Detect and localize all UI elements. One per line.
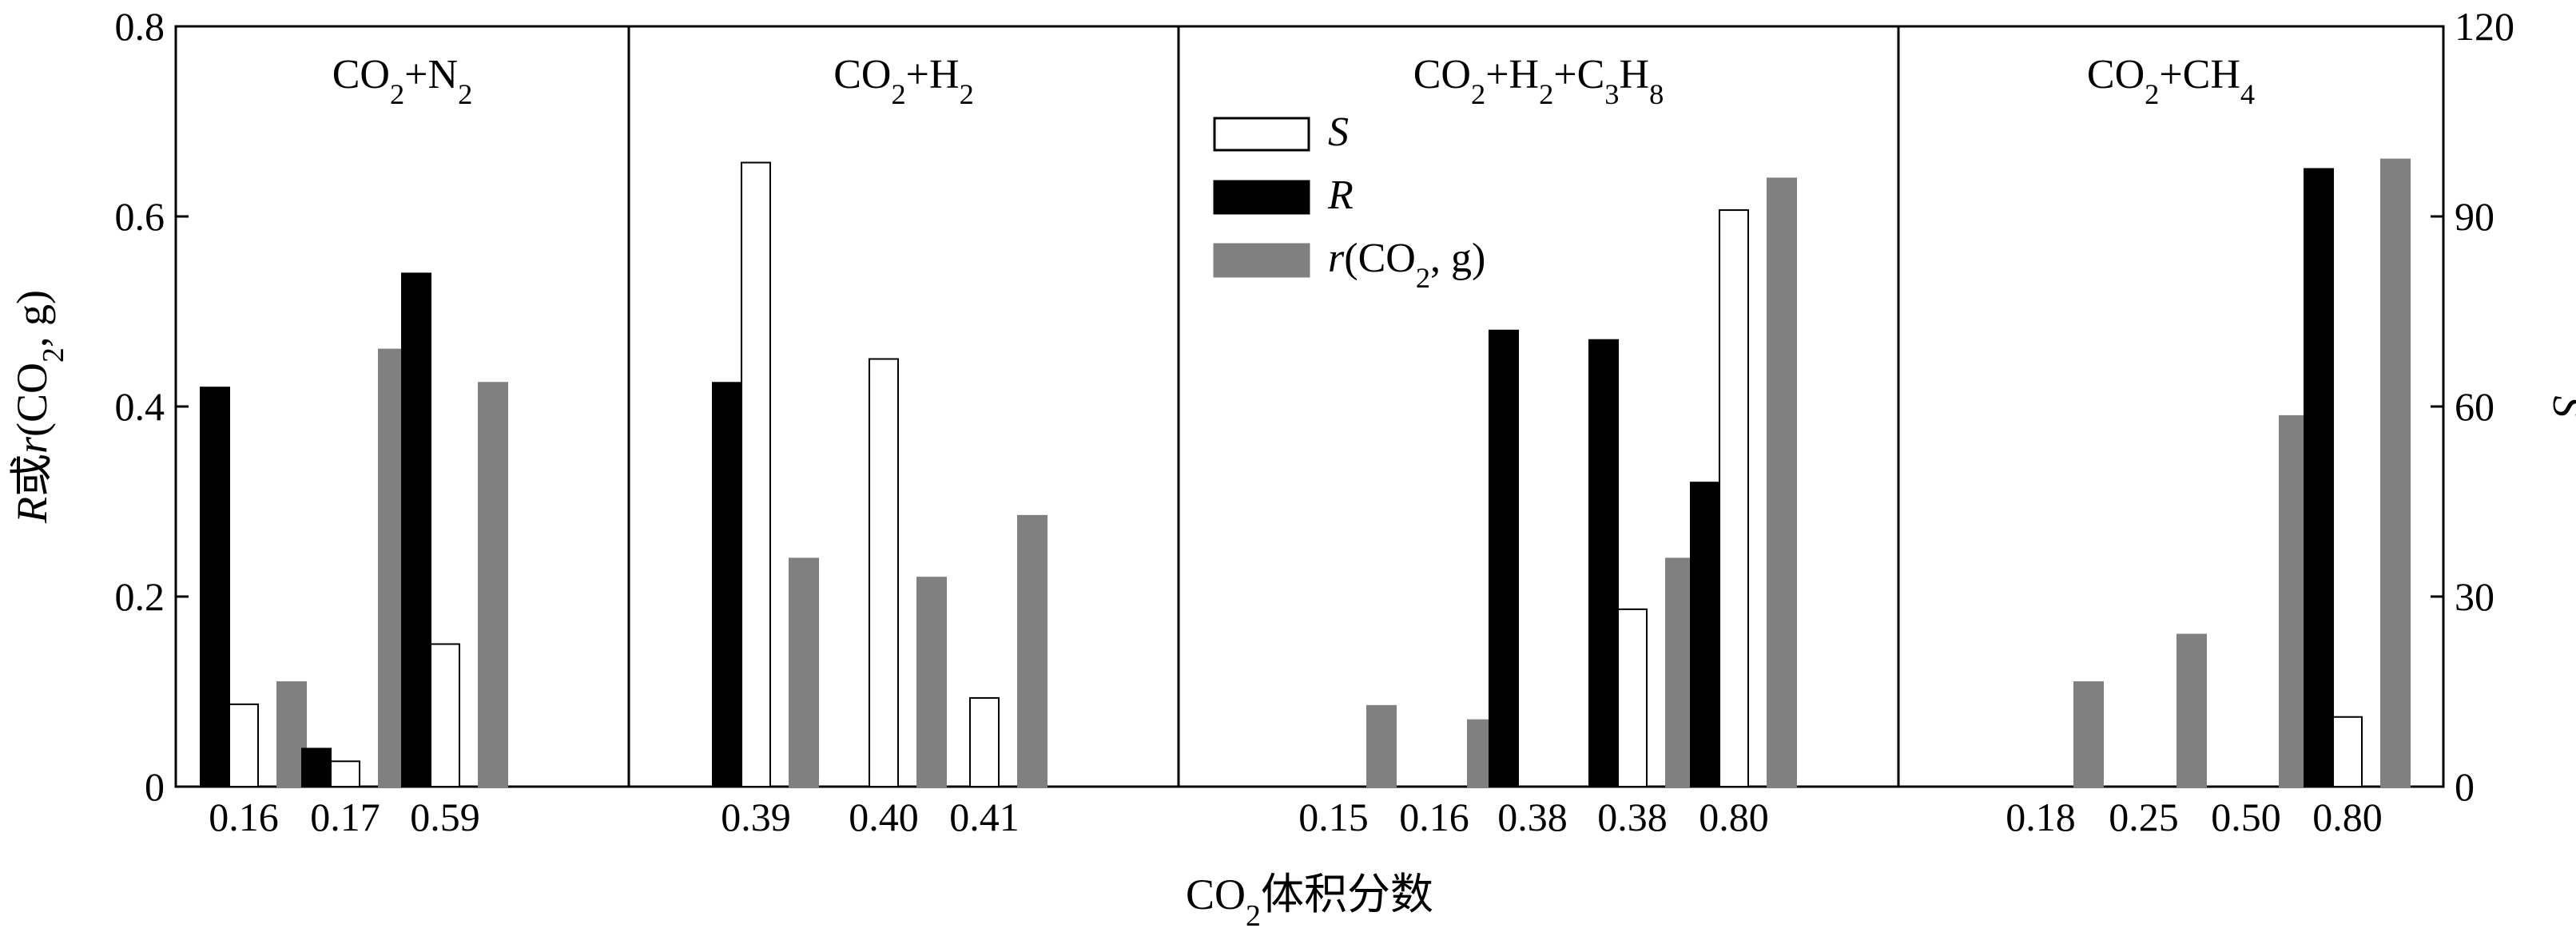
x-axis-title: CO2体积分数 (1186, 870, 1433, 928)
bar-r (1767, 177, 1797, 787)
legend-label-r: r(CO2, g) (1328, 236, 1485, 294)
y-tick-left-label: 0.6 (115, 194, 165, 239)
x-tick-label: 0.50 (2211, 795, 2281, 839)
bar-r (1017, 514, 1047, 787)
y-axis-right-title: S (2544, 396, 2576, 418)
bar-R (200, 387, 230, 787)
y-axis-left-title: R或r(CO2, g) (8, 290, 70, 524)
bar-S (969, 696, 1000, 788)
bar-R (1588, 339, 1619, 787)
bar-S (330, 760, 360, 787)
legend-label-S: S (1328, 109, 1349, 155)
bar-R (301, 748, 332, 788)
bar-S (869, 358, 899, 787)
legend-swatch-r (1213, 243, 1310, 278)
bar-S (2332, 716, 2363, 788)
legend-swatch-R (1213, 180, 1310, 215)
y-tick-right-label: 0 (2455, 764, 2475, 809)
y-tick-right-label: 60 (2455, 384, 2495, 429)
bar-r (276, 681, 307, 787)
x-tick-label: 0.15 (1298, 795, 1369, 839)
x-tick-label: 0.38 (1597, 795, 1668, 839)
y-tick-left-label: 0 (145, 764, 165, 809)
x-tick-label: 0.80 (1699, 795, 1769, 839)
bar-R (2304, 168, 2334, 787)
bar-r (478, 382, 508, 787)
x-tick-label: 0.41 (949, 795, 1020, 839)
x-tick-label: 0.38 (1497, 795, 1568, 839)
bar-r (789, 557, 819, 788)
bar-S (1719, 209, 1749, 788)
panel-title: CO2+H2+C3H8 (1413, 52, 1664, 110)
panel-title: CO2+N2 (332, 52, 473, 110)
legend-swatch-S (1213, 117, 1310, 152)
bar-S (741, 161, 771, 788)
bar-r (916, 577, 947, 787)
bar-r (1366, 704, 1397, 787)
y-tick-right-label: 90 (2455, 194, 2495, 239)
bar-r (2380, 158, 2411, 788)
x-tick-label: 0.40 (849, 795, 919, 839)
x-tick-label: 0.18 (2006, 795, 2076, 839)
x-tick-label: 0.16 (1399, 795, 1469, 839)
bar-r (2073, 681, 2104, 787)
bar-S (430, 643, 460, 787)
bar-R (1489, 329, 1519, 787)
legend-label-R: R (1327, 173, 1354, 218)
panel-title: CO2+CH4 (2087, 52, 2255, 110)
bar-S (229, 703, 259, 787)
y-tick-left-label: 0.2 (115, 574, 165, 619)
bar-S (1617, 608, 1648, 787)
panel-title: CO2+H2 (833, 52, 974, 110)
x-tick-label: 0.17 (310, 795, 380, 839)
x-tick-label: 0.16 (209, 795, 279, 839)
y-tick-right-label: 30 (2455, 574, 2495, 619)
bar-R (1690, 482, 1720, 787)
x-tick-label: 0.80 (2312, 795, 2383, 839)
y-tick-left-label: 0.4 (115, 384, 165, 429)
y-tick-left-label: 0.8 (115, 4, 165, 49)
bar-R (712, 382, 742, 787)
x-tick-label: 0.59 (410, 795, 480, 839)
x-tick-label: 0.39 (721, 795, 791, 839)
x-tick-label: 0.25 (2109, 795, 2179, 839)
bar-r (2176, 633, 2207, 787)
bar-R (401, 272, 431, 787)
y-tick-right-label: 120 (2455, 4, 2514, 49)
